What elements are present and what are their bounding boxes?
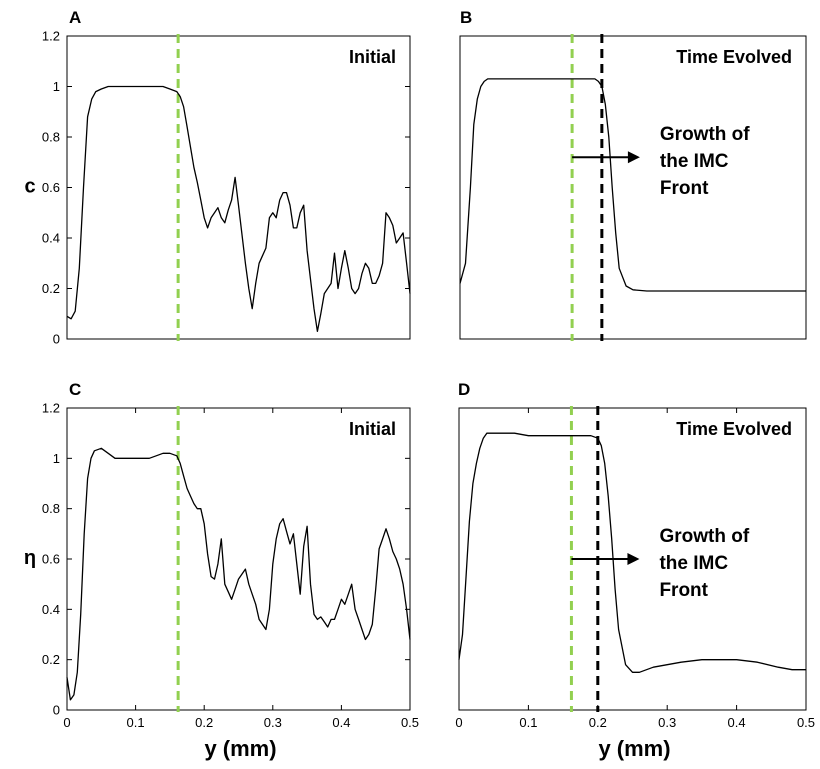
panel-letter: B [460,8,472,27]
annotation-arrowhead [627,553,640,565]
inset-label: Initial [349,47,396,67]
panel-letter: C [69,380,81,399]
x-tick-label: 0.1 [127,715,145,730]
y-tick-label: 0.2 [42,281,60,296]
y-tick-label: 0.6 [42,552,60,567]
annotation-text-line: Growth of [660,124,750,145]
y-tick-label: 0 [53,332,60,347]
y-axis-label: η [24,547,36,569]
inset-label: Time Evolved [676,419,792,439]
annotation-text-line: Front [660,178,709,199]
panel-letter: A [69,8,81,27]
x-axis-label: y (mm) [204,736,276,761]
axes-frame [66,35,411,340]
y-tick-label: 0.8 [42,501,60,516]
x-tick-label: 0.3 [264,715,282,730]
annotation-arrowhead [627,151,640,164]
x-tick-label: 0.4 [728,715,746,730]
x-tick-label: 0.5 [401,715,419,730]
y-tick-label: 0 [53,703,60,718]
axes-frame [459,35,807,340]
x-tick-label: 0.4 [332,715,350,730]
panel-d: 0 0.1 0.2 0.3 0.4 0.5 Time Evolved Dy (mm) Growt… [455,380,815,761]
axes-frame [458,407,807,711]
annotation-text-line: Growth of [659,526,749,547]
inset-label: Time Evolved [676,47,792,67]
panel-c: 0 0.2 0.4 0.6 0.8 1 1.2 0 0.1 0.2 0.3 0.4 0.5 Initial… [24,380,419,761]
series-line [459,78,806,292]
y-tick-label: 0.8 [42,130,60,145]
y-tick-label: 0.4 [42,602,60,617]
y-tick-label: 1 [53,451,60,466]
x-tick-label: 0.3 [658,715,676,730]
x-tick-label: 0.2 [589,715,607,730]
axes-frame [66,407,411,711]
y-tick-label: 0.2 [42,652,60,667]
y-axis-label: c [24,176,35,198]
series-line [66,85,411,333]
y-tick-label: 0.4 [42,231,60,246]
series-line [66,447,411,701]
y-tick-label: 1.2 [42,401,60,416]
panel-b: Time Evolved B Growth of the IMC Front [459,8,807,341]
annotation-text-line: Front [659,580,708,601]
x-tick-label: 0.2 [195,715,213,730]
y-tick-label: 0.6 [42,180,60,195]
annotation-text-line: the IMC [660,151,729,172]
y-tick-label: 1 [53,79,60,94]
x-axis-label: y (mm) [598,736,670,761]
x-tick-label: 0 [63,715,70,730]
x-tick-label: 0 [455,715,462,730]
panel-a: 0 0.2 0.4 0.6 0.8 1 1.2 Initial Ac [24,8,411,347]
inset-label: Initial [349,419,396,439]
y-tick-label: 1.2 [42,29,60,44]
series-line [458,432,806,673]
x-tick-label: 0.5 [797,715,815,730]
x-tick-label: 0.1 [519,715,537,730]
panel-letter: D [458,380,470,399]
annotation-text-line: the IMC [659,553,728,574]
